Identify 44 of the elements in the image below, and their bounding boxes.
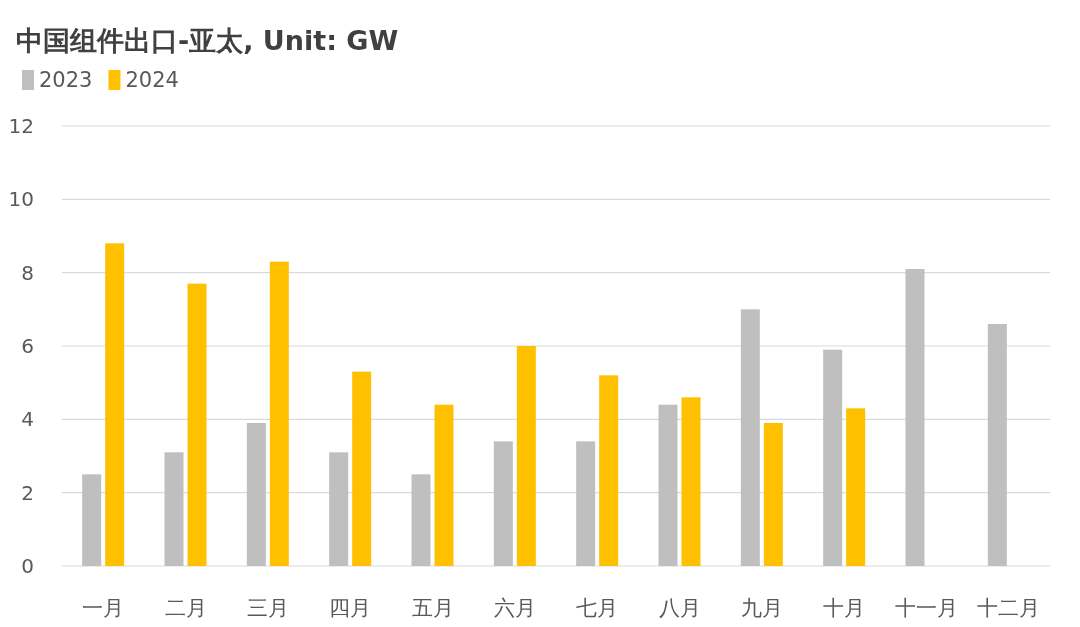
bar bbox=[516, 346, 536, 566]
bar bbox=[823, 349, 843, 566]
x-tick-label: 一月 bbox=[82, 596, 125, 620]
y-tick-label: 12 bbox=[8, 114, 34, 138]
bar bbox=[411, 474, 431, 566]
bar bbox=[187, 283, 207, 566]
x-tick-label: 七月 bbox=[576, 596, 619, 620]
bar bbox=[105, 243, 125, 566]
y-tick-label: 0 bbox=[21, 554, 34, 578]
bar bbox=[576, 441, 596, 566]
chart-title: 中国组件出口-亚太, Unit: GW bbox=[16, 25, 399, 56]
bar bbox=[763, 423, 783, 566]
x-tick-label: 十一月 bbox=[895, 596, 958, 620]
bar bbox=[352, 371, 372, 566]
bar bbox=[329, 452, 349, 566]
legend-label: 2023 bbox=[39, 68, 93, 92]
bar bbox=[846, 408, 866, 566]
x-tick-label: 十月 bbox=[823, 596, 866, 620]
bar bbox=[740, 309, 760, 566]
y-tick-label: 10 bbox=[8, 187, 34, 212]
legend-label: 2024 bbox=[125, 68, 179, 92]
y-tick-label: 4 bbox=[21, 407, 34, 432]
x-tick-label: 三月 bbox=[246, 596, 289, 620]
x-tick-label: 九月 bbox=[740, 596, 783, 620]
bar bbox=[269, 261, 289, 566]
x-tick-label: 十二月 bbox=[977, 596, 1041, 620]
bar bbox=[987, 324, 1007, 566]
x-tick-label: 四月 bbox=[329, 596, 372, 620]
bar bbox=[434, 404, 454, 566]
y-tick-label: 2 bbox=[21, 480, 34, 505]
bar bbox=[599, 375, 619, 566]
y-tick-label: 6 bbox=[21, 334, 34, 358]
x-tick-label: 二月 bbox=[164, 596, 207, 620]
bar bbox=[681, 397, 701, 566]
x-tick-label: 八月 bbox=[658, 596, 701, 620]
bar bbox=[905, 269, 925, 566]
y-tick-label: 8 bbox=[21, 260, 34, 285]
bar bbox=[82, 474, 102, 566]
bar bbox=[493, 441, 513, 566]
x-tick-label: 五月 bbox=[411, 596, 454, 620]
bar bbox=[164, 452, 184, 566]
bar bbox=[658, 404, 678, 566]
bar bbox=[246, 423, 266, 566]
x-tick-label: 六月 bbox=[493, 596, 536, 620]
